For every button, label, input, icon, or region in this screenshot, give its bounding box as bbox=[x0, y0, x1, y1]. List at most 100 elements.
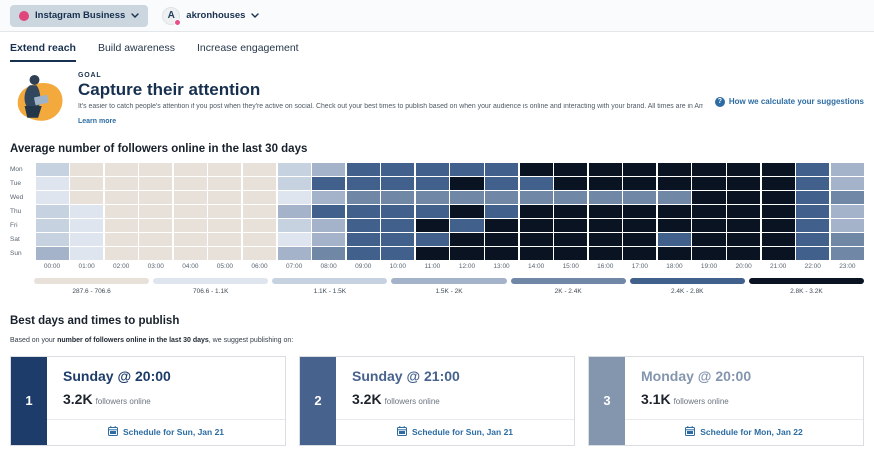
heatmap-cell[interactable] bbox=[623, 191, 657, 204]
heatmap-cell[interactable] bbox=[588, 191, 622, 204]
heatmap-cell[interactable] bbox=[208, 163, 242, 176]
heatmap-cell[interactable] bbox=[346, 191, 380, 204]
heatmap-cell[interactable] bbox=[830, 233, 864, 246]
heatmap-cell[interactable] bbox=[415, 247, 449, 260]
heatmap-cell[interactable] bbox=[657, 177, 691, 190]
heatmap-cell[interactable] bbox=[657, 163, 691, 176]
heatmap-cell[interactable] bbox=[346, 205, 380, 218]
account-switcher[interactable]: Instagram Business bbox=[10, 4, 149, 27]
heatmap-cell[interactable] bbox=[242, 233, 277, 246]
heatmap-cell[interactable] bbox=[519, 219, 553, 232]
heatmap-cell[interactable] bbox=[381, 191, 415, 204]
heatmap-cell[interactable] bbox=[588, 219, 622, 232]
heatmap-cell[interactable] bbox=[242, 191, 277, 204]
heatmap-cell[interactable] bbox=[104, 233, 138, 246]
heatmap-cell[interactable] bbox=[139, 205, 173, 218]
heatmap-cell[interactable] bbox=[588, 177, 622, 190]
heatmap-cell[interactable] bbox=[727, 247, 761, 260]
heatmap-cell[interactable] bbox=[381, 205, 415, 218]
heatmap-cell[interactable] bbox=[173, 205, 207, 218]
heatmap-cell[interactable] bbox=[554, 233, 588, 246]
heatmap-cell[interactable] bbox=[830, 247, 864, 260]
heatmap-cell[interactable] bbox=[692, 233, 726, 246]
heatmap-cell[interactable] bbox=[657, 191, 691, 204]
heatmap-cell[interactable] bbox=[104, 191, 138, 204]
heatmap-cell[interactable] bbox=[450, 219, 484, 232]
heatmap-cell[interactable] bbox=[277, 205, 311, 218]
heatmap-cell[interactable] bbox=[519, 247, 553, 260]
heatmap-cell[interactable] bbox=[208, 247, 242, 260]
heatmap-cell[interactable] bbox=[381, 233, 415, 246]
heatmap-cell[interactable] bbox=[623, 163, 657, 176]
heatmap-cell[interactable] bbox=[70, 247, 104, 260]
heatmap-cell[interactable] bbox=[208, 233, 242, 246]
heatmap-cell[interactable] bbox=[381, 177, 415, 190]
heatmap-cell[interactable] bbox=[208, 177, 242, 190]
heatmap-cell[interactable] bbox=[485, 191, 519, 204]
heatmap-cell[interactable] bbox=[450, 163, 484, 176]
heatmap-cell[interactable] bbox=[485, 219, 519, 232]
heatmap-cell[interactable] bbox=[208, 191, 242, 204]
heatmap-cell[interactable] bbox=[173, 191, 207, 204]
heatmap-cell[interactable] bbox=[70, 205, 104, 218]
heatmap-cell[interactable] bbox=[242, 205, 277, 218]
heatmap-cell[interactable] bbox=[657, 219, 691, 232]
heatmap-cell[interactable] bbox=[692, 163, 726, 176]
heatmap-cell[interactable] bbox=[623, 233, 657, 246]
heatmap-cell[interactable] bbox=[312, 233, 346, 246]
heatmap-cell[interactable] bbox=[588, 233, 622, 246]
heatmap-cell[interactable] bbox=[346, 233, 380, 246]
heatmap-cell[interactable] bbox=[554, 177, 588, 190]
heatmap-cell[interactable] bbox=[830, 177, 864, 190]
heatmap-cell[interactable] bbox=[450, 177, 484, 190]
heatmap-cell[interactable] bbox=[623, 177, 657, 190]
heatmap-cell[interactable] bbox=[35, 205, 69, 218]
tab-build-awareness[interactable]: Build awareness bbox=[97, 42, 175, 54]
how-we-calculate-link[interactable]: ? How we calculate your suggestions bbox=[714, 70, 864, 129]
heatmap-cell[interactable] bbox=[139, 191, 173, 204]
heatmap-cell[interactable] bbox=[657, 233, 691, 246]
heatmap-cell[interactable] bbox=[761, 233, 795, 246]
heatmap-cell[interactable] bbox=[796, 177, 830, 190]
heatmap-cell[interactable] bbox=[588, 205, 622, 218]
heatmap-cell[interactable] bbox=[415, 233, 449, 246]
heatmap-cell[interactable] bbox=[554, 191, 588, 204]
heatmap-cell[interactable] bbox=[657, 205, 691, 218]
heatmap-cell[interactable] bbox=[485, 233, 519, 246]
heatmap-cell[interactable] bbox=[727, 219, 761, 232]
heatmap-cell[interactable] bbox=[830, 191, 864, 204]
heatmap-cell[interactable] bbox=[692, 177, 726, 190]
heatmap-cell[interactable] bbox=[139, 233, 173, 246]
heatmap-cell[interactable] bbox=[623, 219, 657, 232]
heatmap-cell[interactable] bbox=[519, 191, 553, 204]
heatmap-cell[interactable] bbox=[70, 177, 104, 190]
heatmap-cell[interactable] bbox=[692, 247, 726, 260]
heatmap-cell[interactable] bbox=[104, 177, 138, 190]
heatmap-cell[interactable] bbox=[277, 233, 311, 246]
heatmap-cell[interactable] bbox=[139, 247, 173, 260]
tab-extend-reach[interactable]: Extend reach bbox=[10, 42, 76, 62]
schedule-button[interactable]: Schedule for Mon, Jan 22 bbox=[625, 418, 863, 445]
heatmap-cell[interactable] bbox=[554, 163, 588, 176]
heatmap-cell[interactable] bbox=[485, 247, 519, 260]
heatmap-cell[interactable] bbox=[173, 163, 207, 176]
heatmap-cell[interactable] bbox=[830, 219, 864, 232]
heatmap-cell[interactable] bbox=[312, 163, 346, 176]
heatmap-cell[interactable] bbox=[312, 247, 346, 260]
schedule-button[interactable]: Schedule for Sun, Jan 21 bbox=[47, 418, 285, 445]
heatmap-cell[interactable] bbox=[104, 247, 138, 260]
heatmap-cell[interactable] bbox=[554, 219, 588, 232]
heatmap-cell[interactable] bbox=[519, 205, 553, 218]
heatmap-cell[interactable] bbox=[173, 247, 207, 260]
heatmap-cell[interactable] bbox=[312, 177, 346, 190]
heatmap-cell[interactable] bbox=[104, 219, 138, 232]
heatmap-cell[interactable] bbox=[830, 163, 864, 176]
heatmap-cell[interactable] bbox=[692, 219, 726, 232]
heatmap-cell[interactable] bbox=[761, 219, 795, 232]
heatmap-cell[interactable] bbox=[277, 163, 311, 176]
heatmap-cell[interactable] bbox=[35, 233, 69, 246]
heatmap-cell[interactable] bbox=[761, 177, 795, 190]
heatmap-cell[interactable] bbox=[623, 205, 657, 218]
heatmap-cell[interactable] bbox=[415, 177, 449, 190]
heatmap-cell[interactable] bbox=[173, 233, 207, 246]
